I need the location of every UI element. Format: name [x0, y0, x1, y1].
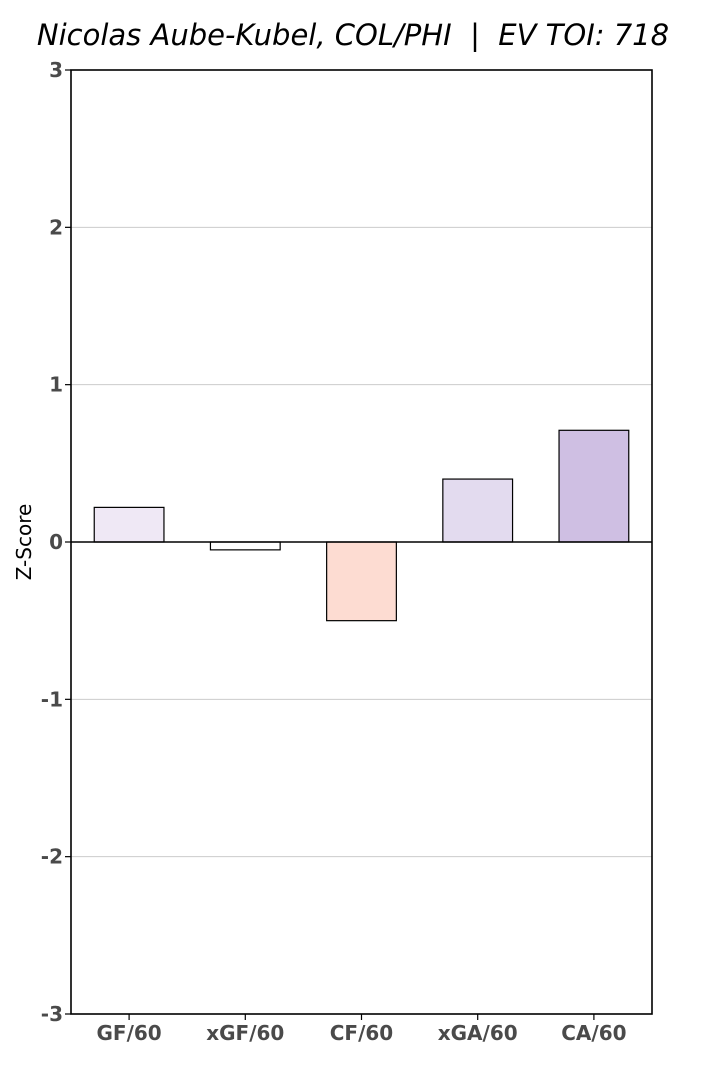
chart-title: Nicolas Aube-Kubel, COL/PHI | EV TOI: 71…	[36, 18, 670, 52]
x-axis-ticks: GF/60 xGF/60 CF/60 xGA/60 CA/60	[96, 1014, 627, 1045]
y-tick-label: -3	[41, 1002, 63, 1026]
x-tick-label: CF/60	[330, 1021, 393, 1045]
x-tick-label: GF/60	[96, 1021, 161, 1045]
x-tick-label: xGA/60	[438, 1021, 518, 1045]
y-tick-label: 2	[49, 215, 63, 239]
x-tick-label: xGF/60	[206, 1021, 284, 1045]
bar-cf-60	[326, 541, 397, 622]
bar-xga-60	[442, 478, 514, 543]
bars	[93, 429, 630, 622]
y-tick-label: -1	[41, 687, 63, 711]
y-tick-label: -2	[41, 845, 63, 869]
bar-xgf-60	[209, 541, 281, 551]
y-tick-label: 1	[49, 373, 63, 397]
bar-ca-60	[558, 429, 630, 543]
y-axis-label: Z-Score	[12, 504, 36, 581]
y-tick-label: 3	[49, 58, 63, 82]
bar-gf-60	[93, 506, 165, 543]
y-tick-label: 0	[49, 530, 63, 554]
y-axis-ticks: -3 -2 -1 0 1 2 3	[41, 58, 71, 1026]
x-tick-label: CA/60	[561, 1021, 626, 1045]
grid-lines	[71, 226, 652, 858]
